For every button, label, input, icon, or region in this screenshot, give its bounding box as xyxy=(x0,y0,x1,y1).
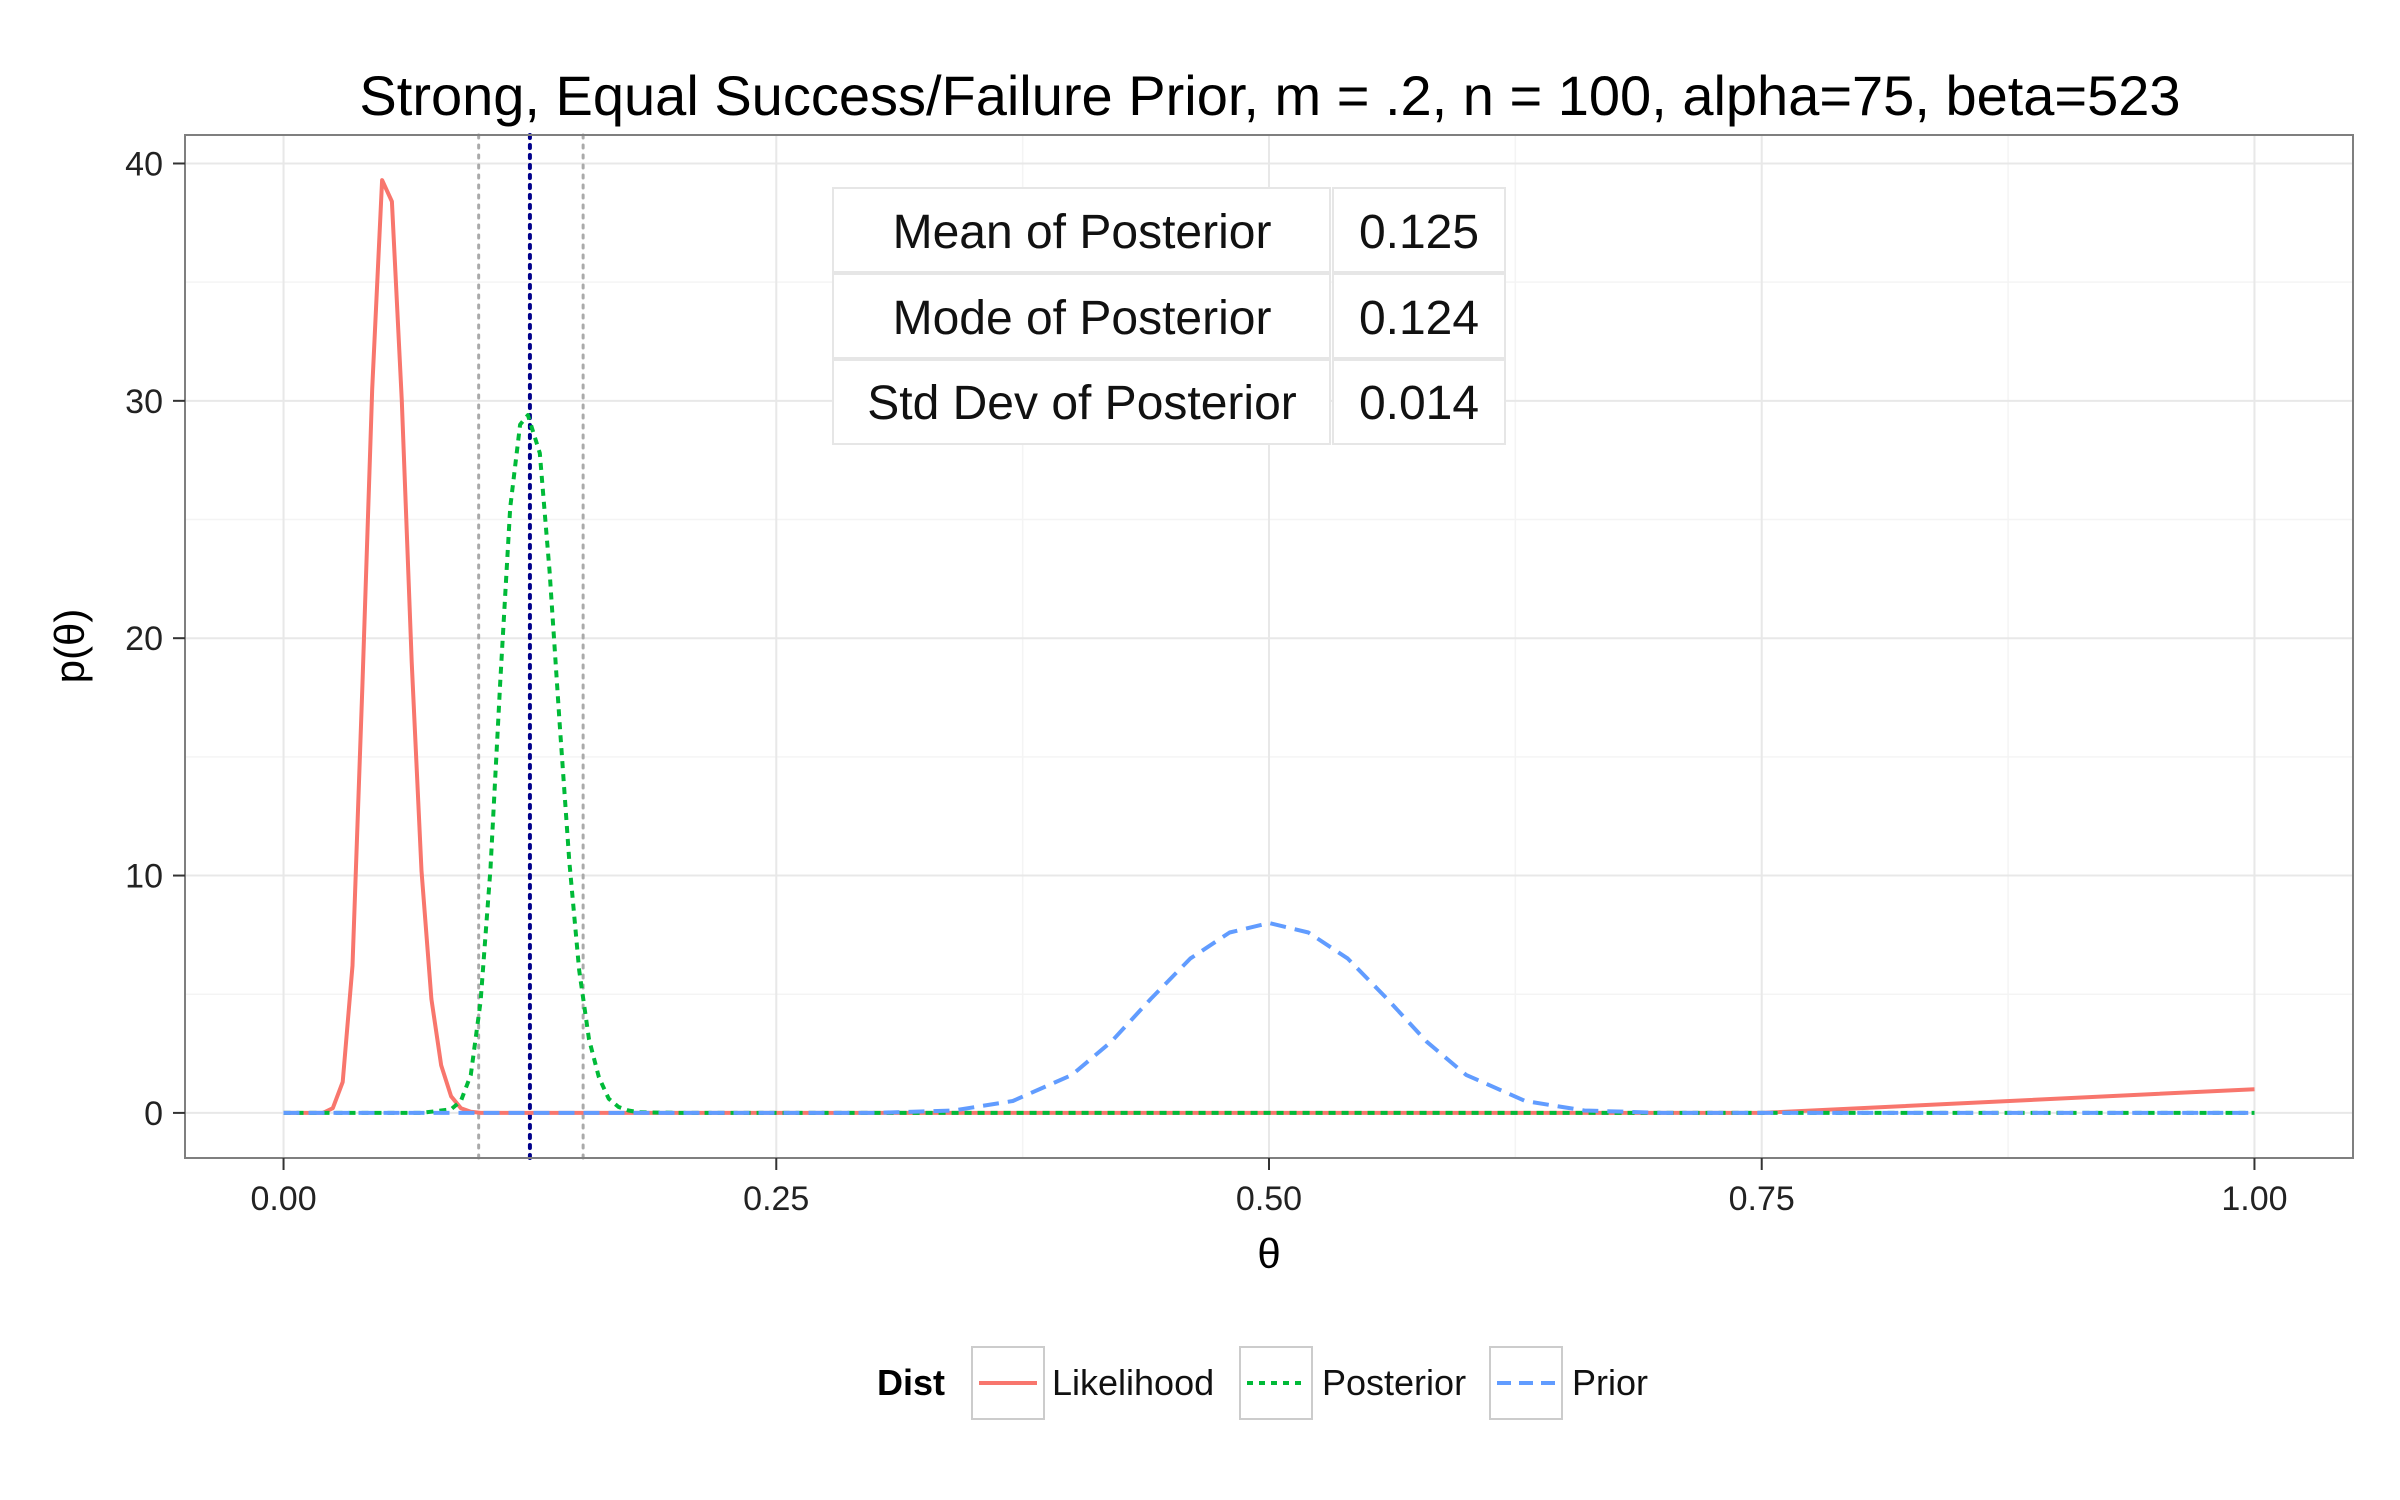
stats-cell xyxy=(832,359,1331,445)
x-tick-label: 0.50 xyxy=(1236,1180,1302,1218)
y-tick-label: 10 xyxy=(125,858,163,896)
y-tick-label: 20 xyxy=(125,620,163,658)
x-tick-label: 1.00 xyxy=(2221,1180,2287,1218)
stats-cell xyxy=(1332,359,1506,445)
stats-value-sd: 0.014 xyxy=(1359,377,1479,430)
legend-item-posterior: Posterior xyxy=(1239,1346,1466,1420)
legend-item-likelihood: Likelihood xyxy=(971,1346,1214,1420)
legend-label-posterior: Posterior xyxy=(1322,1362,1466,1403)
chart-title: Strong, Equal Success/Failure Prior, m =… xyxy=(359,64,2180,127)
x-axis: 0.00 0.25 0.50 0.75 1.00 xyxy=(250,1158,2288,1218)
y-tick-label: 0 xyxy=(144,1095,163,1133)
y-axis-label: p(θ) xyxy=(46,609,93,684)
x-tick-label: 0.75 xyxy=(1729,1180,1795,1218)
y-tick-label: 40 xyxy=(125,145,163,183)
stats-cell xyxy=(1332,187,1506,273)
stats-label-sd: Std Dev of Posterior xyxy=(867,377,1297,430)
stats-label-mode: Mode of Posterior xyxy=(893,292,1272,345)
stats-value-mean: 0.125 xyxy=(1359,206,1479,259)
y-tick-label: 30 xyxy=(125,383,163,421)
stats-cell xyxy=(832,187,1331,273)
x-tick-label: 0.00 xyxy=(250,1180,316,1218)
stats-cell xyxy=(1332,273,1506,359)
legend-label-likelihood: Likelihood xyxy=(1052,1362,1214,1403)
legend-item-prior: Prior xyxy=(1489,1346,1648,1420)
stats-cell xyxy=(832,273,1331,359)
series-line-prior xyxy=(283,921,2255,1115)
legend-title: Dist xyxy=(877,1362,945,1403)
stats-label-mean: Mean of Posterior xyxy=(893,206,1272,259)
series-lines xyxy=(283,178,2255,1115)
stats-table-cells xyxy=(832,187,1506,445)
x-tick-label: 0.25 xyxy=(743,1180,809,1218)
legend-label-prior: Prior xyxy=(1572,1362,1648,1403)
y-axis: 0 10 20 30 40 xyxy=(125,145,185,1133)
legend: Dist Likelihood Posterior Prior xyxy=(877,1346,1648,1420)
posterior-stats-table: Mean of Posterior 0.125 Mode of Posterio… xyxy=(832,187,1506,445)
stats-value-mode: 0.124 xyxy=(1359,292,1479,345)
x-axis-label: θ xyxy=(1257,1230,1280,1277)
